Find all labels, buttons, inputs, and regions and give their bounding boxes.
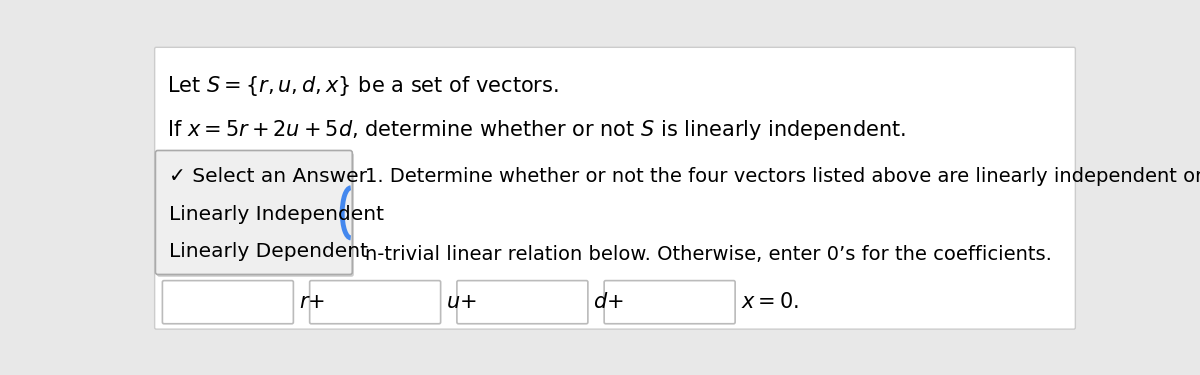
FancyBboxPatch shape: [310, 280, 440, 324]
FancyBboxPatch shape: [457, 280, 588, 324]
Text: $d$+: $d$+: [593, 292, 624, 312]
FancyBboxPatch shape: [604, 280, 736, 324]
FancyBboxPatch shape: [155, 47, 1075, 329]
FancyBboxPatch shape: [156, 150, 353, 274]
Text: $r$+: $r$+: [299, 292, 325, 312]
Text: Let $S = \{r, u, d, x\}$ be a set of vectors.: Let $S = \{r, u, d, x\}$ be a set of vec…: [167, 74, 559, 98]
Text: 1. Determine whether or not the four vectors listed above are linearly independe: 1. Determine whether or not the four vec…: [366, 166, 1200, 186]
FancyBboxPatch shape: [162, 280, 293, 324]
Text: $u$+: $u$+: [446, 292, 476, 312]
Text: If $x = 5r + 2u + 5d$, determine whether or not $S$ is linearly independent.: If $x = 5r + 2u + 5d$, determine whether…: [167, 118, 906, 142]
Text: $x = 0.$: $x = 0.$: [740, 292, 799, 312]
Text: Linearly Dependent: Linearly Dependent: [168, 242, 367, 261]
Text: ✓ Select an Answer: ✓ Select an Answer: [168, 166, 367, 186]
FancyBboxPatch shape: [157, 153, 354, 277]
Text: n-trivial linear relation below. Otherwise, enter 0’s for the coefficients.: n-trivial linear relation below. Otherwi…: [366, 245, 1052, 264]
Text: Linearly Independent: Linearly Independent: [168, 205, 384, 224]
